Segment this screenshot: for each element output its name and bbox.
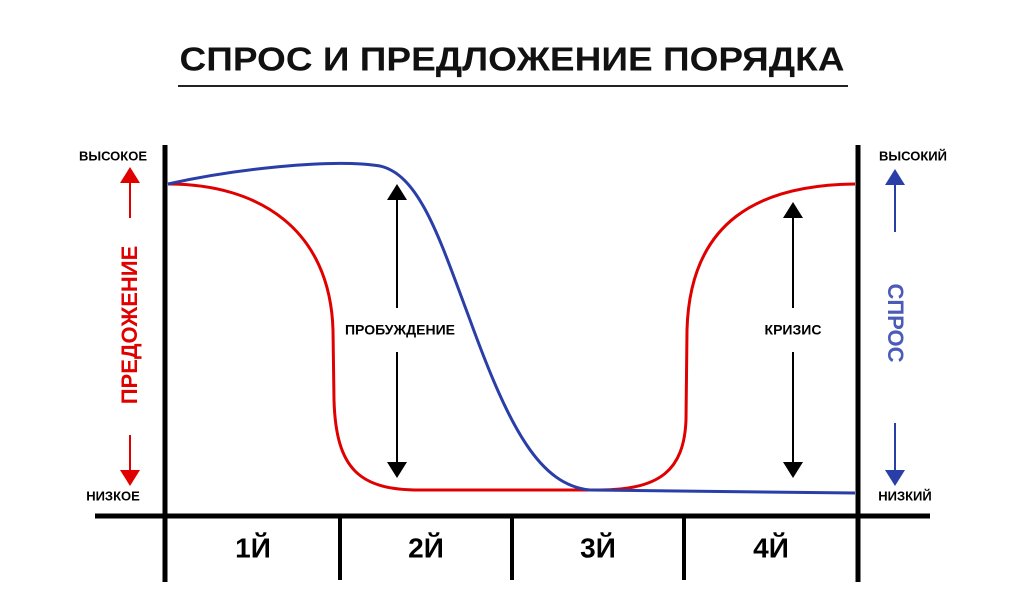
demand-curve bbox=[167, 161, 856, 495]
annotation: КРИЗИС bbox=[765, 322, 822, 338]
supply-curve bbox=[167, 182, 856, 492]
title: СПРОС И ПРЕДЛОЖЕНИЕ ПОРЯДКА bbox=[180, 41, 845, 78]
period-label: 4Й bbox=[753, 531, 789, 563]
left-high: ВЫСОКОЕ bbox=[79, 148, 147, 163]
annotation: ПРОБУЖДЕНИЕ bbox=[345, 322, 455, 338]
period-label: 2Й bbox=[408, 531, 444, 563]
left-axis-label: ПРЕДОЖЕНИЕ bbox=[117, 246, 142, 405]
period-label: 3Й bbox=[580, 531, 616, 563]
right-high: ВЫСОКИЙ bbox=[879, 148, 947, 163]
period-label: 1Й bbox=[235, 531, 271, 563]
right-axis-label: СПРОС bbox=[883, 283, 908, 362]
right-low: НИЗКИЙ bbox=[878, 488, 932, 503]
left-low: НИЗКОЕ bbox=[86, 488, 140, 503]
